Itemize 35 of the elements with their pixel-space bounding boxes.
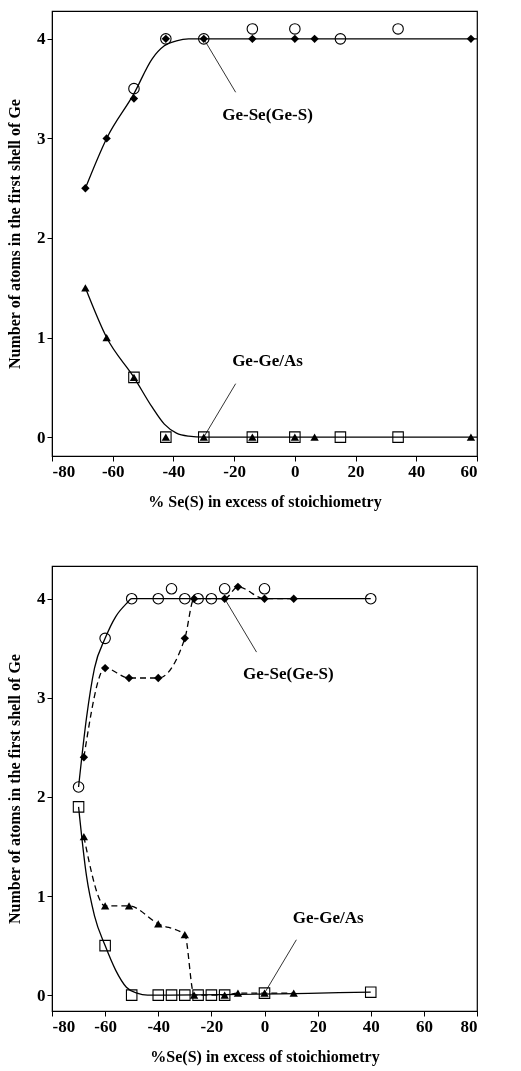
x-tick-label: -20	[223, 461, 246, 481]
x-tick-label: -40	[147, 1016, 171, 1036]
x-tick-label: -80	[52, 1016, 76, 1036]
x-tick-label: 20	[347, 461, 365, 481]
y-tick-label: 3	[37, 688, 46, 708]
y-tick-label: 0	[37, 427, 46, 447]
annotation: Ge-Ge/As	[292, 907, 365, 927]
y-tick-label: 0	[37, 985, 46, 1005]
x-tick-label: 80	[460, 1016, 478, 1036]
x-tick-label: 0	[291, 461, 300, 481]
x-axis-title: % Se(S) in excess of stoichiometry	[148, 492, 382, 511]
x-tick-label: -60	[101, 461, 125, 481]
x-tick-label: 40	[362, 1016, 380, 1036]
y-axis-title: Number of atoms in the first shell of Ge	[6, 99, 23, 369]
x-tick-label: -40	[162, 461, 186, 481]
x-axis-title: %Se(S) in excess of stoichiometry	[150, 1047, 380, 1066]
y-tick-label: 1	[37, 886, 46, 906]
y-tick-label: 1	[37, 328, 46, 348]
x-tick-label: 60	[415, 1016, 433, 1036]
annotation: Ge-Ge/As	[232, 351, 304, 371]
y-tick-label: 4	[37, 29, 46, 49]
y-tick-label: 2	[37, 228, 46, 248]
y-axis-title: Number of atoms in the first shell of Ge	[6, 654, 23, 924]
x-tick-label: 20	[309, 1016, 327, 1036]
x-tick-label: 40	[408, 461, 426, 481]
x-tick-label: 60	[460, 461, 478, 481]
y-tick-label: 2	[37, 787, 46, 807]
y-tick-label: 3	[37, 128, 46, 148]
x-tick-label: 0	[260, 1016, 270, 1036]
annotation: Ge-Se(Ge-S)	[243, 664, 334, 684]
y-tick-label: 4	[37, 589, 46, 609]
annotation: Ge-Se(Ge-S)	[222, 104, 313, 124]
x-tick-label: -20	[200, 1016, 224, 1036]
x-tick-label: -60	[94, 1016, 117, 1036]
x-tick-label: -80	[52, 461, 76, 481]
